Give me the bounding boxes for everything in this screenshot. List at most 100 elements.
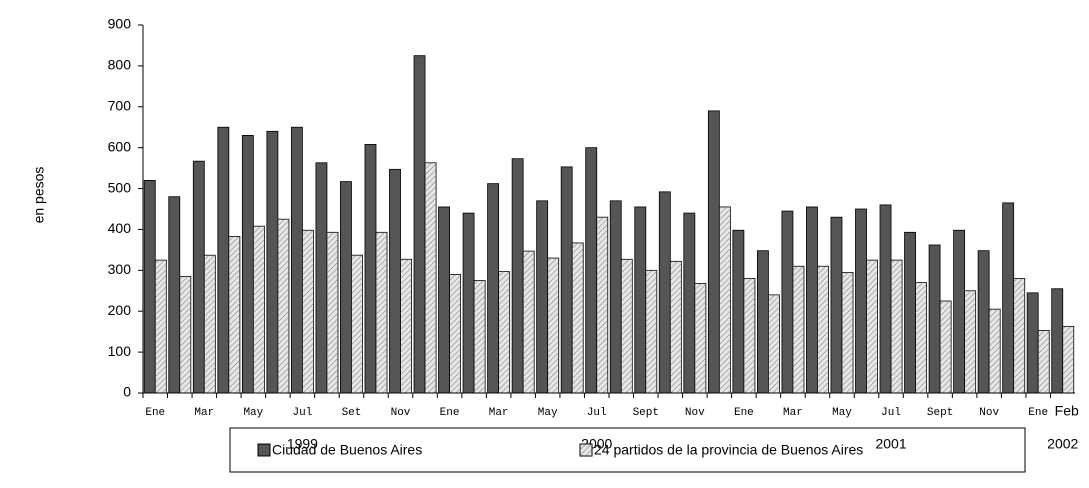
bar: [413, 55, 426, 394]
y-tick-label: 300: [108, 261, 132, 277]
x-tick-label: Ene: [1028, 407, 1048, 419]
x-tick-label: Jul: [881, 407, 901, 419]
bar-hatch: [866, 260, 878, 393]
bar: [266, 130, 279, 394]
legend-box: [229, 427, 1026, 473]
bar-hatch: [792, 266, 804, 393]
bar-hatch: [253, 226, 265, 393]
bar-hatch: [1062, 326, 1074, 393]
bar: [977, 250, 990, 394]
bar: [928, 244, 941, 394]
bar: [511, 158, 524, 394]
y-axis-label: en pesos: [31, 167, 47, 224]
x-tick-label: Mar: [194, 407, 214, 419]
bar-hatch: [547, 258, 559, 393]
x-tick-label: Ene: [440, 407, 460, 419]
x-tick-label: Nov: [391, 407, 411, 419]
bar: [438, 206, 450, 394]
bar-hatch: [1013, 278, 1025, 393]
bar-hatch: [179, 276, 191, 393]
bar-hatch: [302, 230, 314, 393]
bar: [904, 231, 916, 394]
x-tick-label: Mar: [783, 407, 803, 419]
bar-hatch: [768, 294, 780, 393]
bar-hatch: [449, 274, 461, 393]
bar: [609, 200, 622, 394]
x-tick-label: Ene: [734, 407, 754, 419]
bar-hatch: [572, 242, 584, 393]
bar-hatch: [964, 290, 976, 393]
bar: [536, 200, 549, 394]
legend-hatch: [580, 444, 592, 456]
y-tick-label: 700: [108, 97, 132, 113]
bar-hatch: [155, 260, 167, 393]
bar-hatch: [425, 162, 437, 393]
bar: [340, 181, 352, 394]
bar: [487, 183, 500, 394]
y-tick-label: 500: [108, 179, 132, 195]
bar: [315, 162, 328, 394]
y-tick-label: 200: [108, 302, 132, 318]
legend-swatch: [257, 443, 271, 457]
bar: [634, 206, 647, 394]
x-group-label: 1999: [287, 436, 318, 452]
bar: [855, 208, 867, 394]
x-tick-label: Sept: [633, 407, 659, 419]
bar-hatch: [326, 232, 338, 393]
y-tick-label: 900: [108, 16, 132, 32]
bar-hatch: [400, 259, 412, 393]
bar-hatch: [351, 255, 363, 393]
bar: [462, 212, 475, 394]
bar-hatch: [645, 270, 657, 393]
bar-hatch: [694, 283, 706, 393]
bar-hatch: [523, 251, 535, 393]
bar: [217, 126, 230, 394]
x-tick-label: May: [538, 407, 558, 419]
x-tick-label: Sept: [927, 407, 953, 419]
bar-hatch: [842, 272, 854, 393]
bar: [143, 179, 156, 394]
bar-hatch: [474, 280, 486, 393]
x-tick-label: May: [832, 407, 852, 419]
bar: [953, 229, 966, 394]
bar: [879, 204, 892, 394]
bar-hatch: [743, 278, 755, 393]
bar-hatch: [891, 260, 903, 393]
bar: [781, 210, 794, 394]
bar: [732, 229, 745, 394]
bar: [658, 191, 671, 394]
bar: [806, 206, 818, 394]
bar-hatch: [621, 259, 633, 393]
x-tick-label: Jul: [587, 407, 607, 419]
bar: [1051, 288, 1064, 394]
bar-hatch: [498, 271, 510, 393]
x-tick-label: Nov: [979, 407, 999, 419]
bar-hatch: [940, 301, 952, 393]
bar-hatch: [670, 261, 682, 393]
bar: [364, 143, 377, 394]
bar-hatch: [204, 255, 216, 393]
x-tick-label: Mar: [489, 407, 509, 419]
y-tick-label: 400: [108, 220, 132, 236]
bar-hatch: [277, 219, 289, 393]
x-group-label: 2002: [1047, 436, 1078, 452]
bar: [290, 126, 303, 394]
bar: [241, 134, 254, 394]
x-tick-label: Set: [342, 407, 362, 419]
y-tick-label: 0: [123, 384, 131, 400]
bar: [1026, 292, 1039, 394]
bar-hatch: [719, 206, 731, 393]
bar: [756, 250, 769, 394]
bar: [192, 160, 205, 394]
bar-hatch: [989, 309, 1001, 393]
bar-hatch: [817, 266, 829, 393]
bar: [683, 212, 696, 394]
bar-hatch: [915, 282, 927, 393]
x-tick-label: Ene: [145, 407, 165, 419]
bar-hatch: [596, 217, 608, 393]
bar: [707, 110, 720, 394]
bar-hatch: [1038, 330, 1050, 393]
bar: [168, 196, 181, 394]
bar-hatch: [228, 236, 240, 393]
